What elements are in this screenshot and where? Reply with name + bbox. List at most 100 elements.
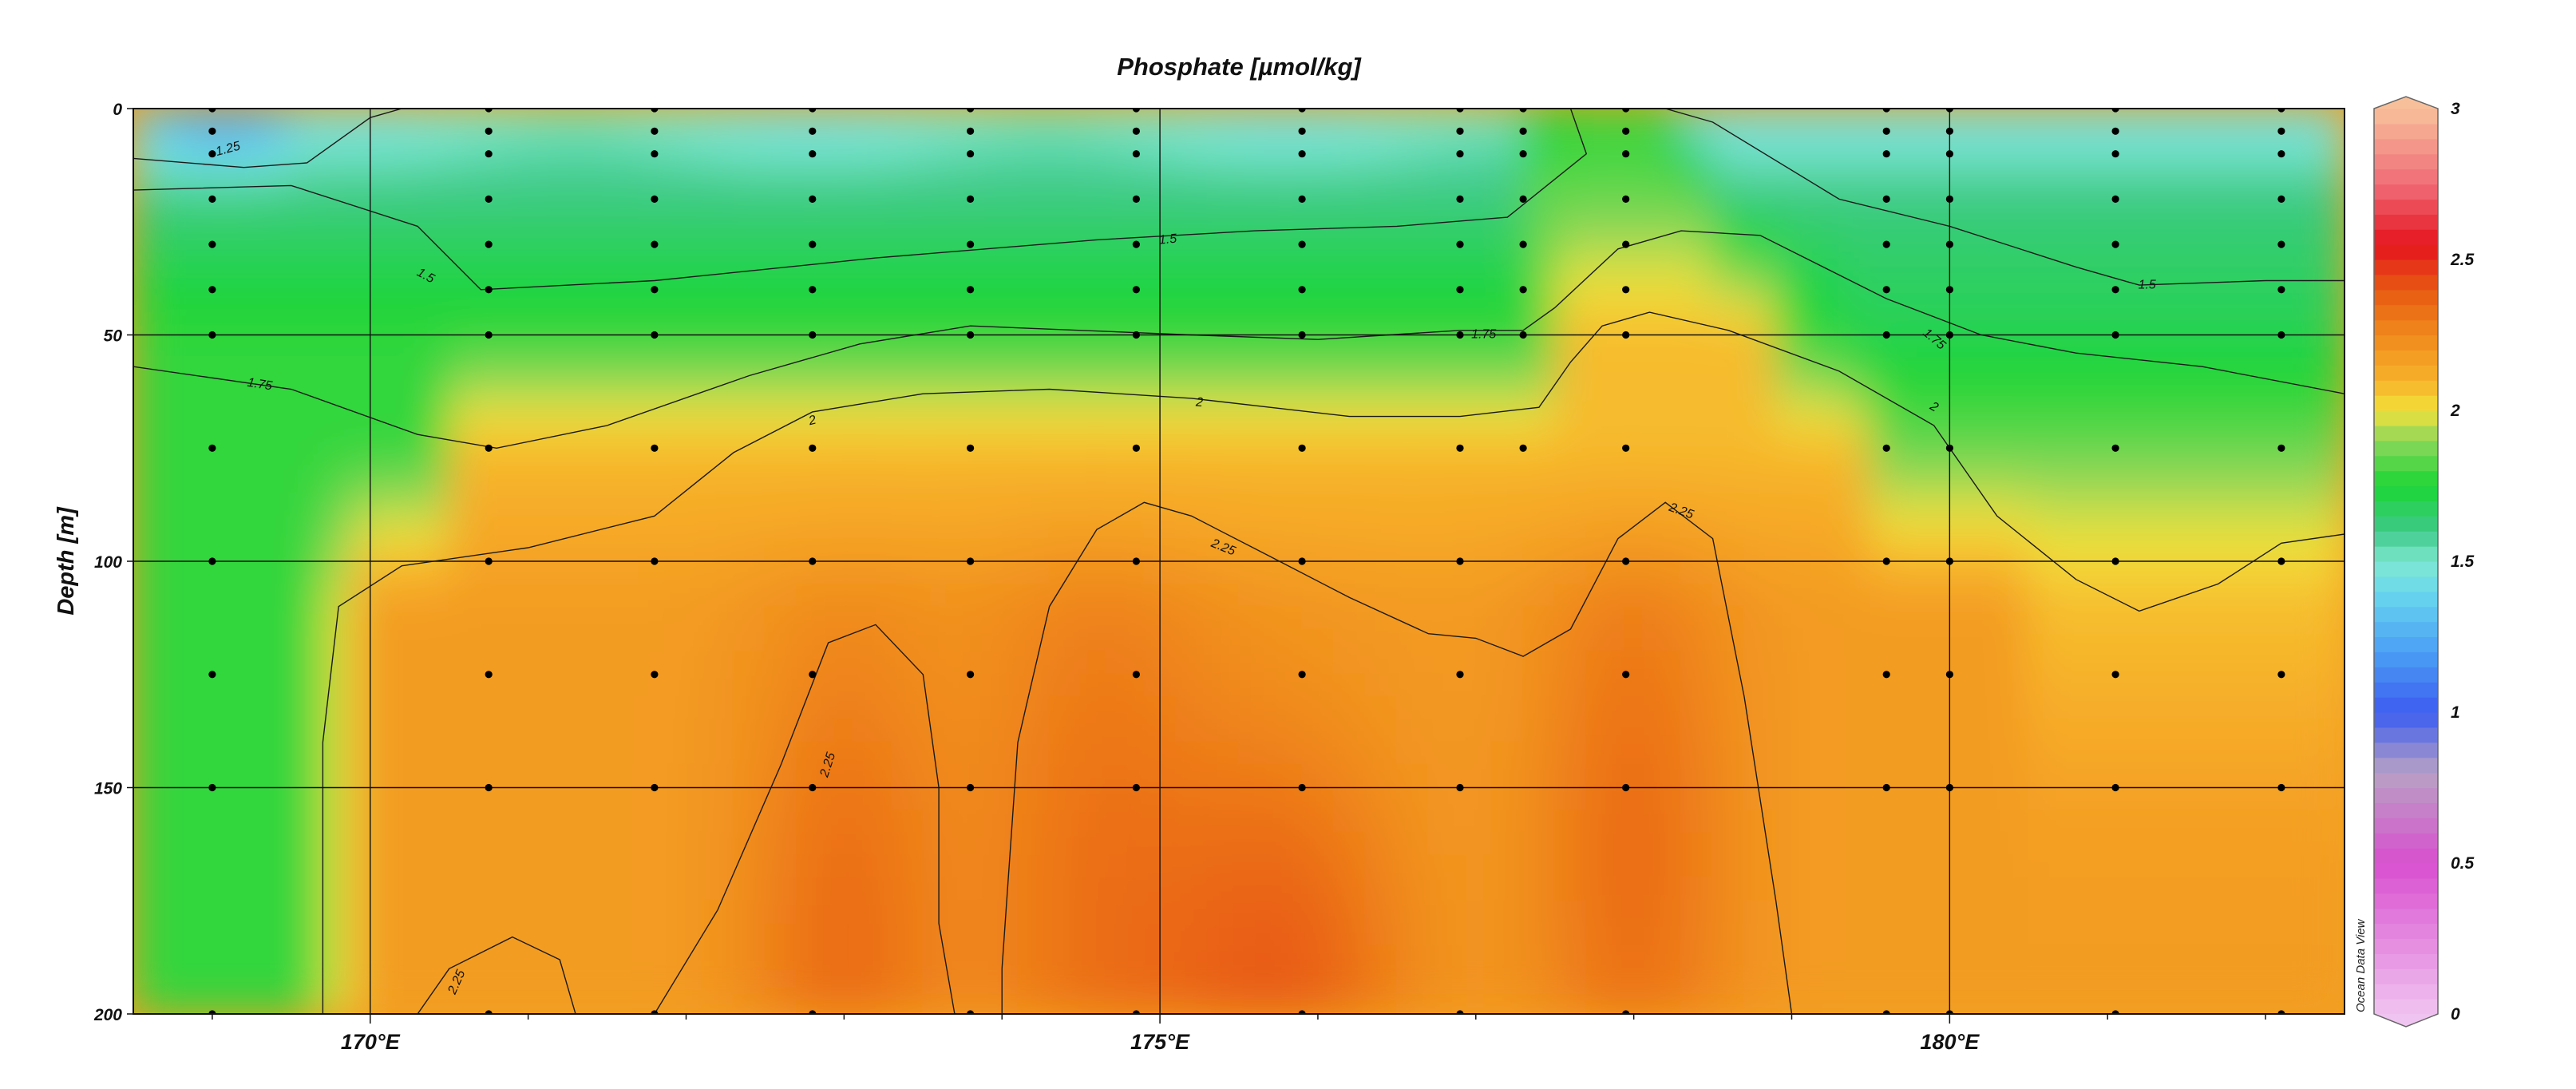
field-cell (1806, 560, 1840, 585)
field-cell (480, 900, 513, 925)
field-cell (1048, 900, 1082, 925)
field-cell (417, 696, 450, 721)
field-cell (227, 424, 261, 449)
field-cell (1901, 832, 1935, 857)
field-cell (827, 402, 861, 426)
field-cell (1616, 379, 1651, 404)
field-cell (1301, 152, 1335, 178)
field-cell (1174, 741, 1209, 766)
field-cell (2186, 968, 2219, 992)
field-cell (543, 379, 576, 404)
field-cell (2059, 198, 2093, 223)
field-cell (227, 109, 261, 133)
field-cell (448, 877, 482, 902)
field-cell (480, 198, 513, 223)
field-cell (385, 447, 419, 472)
field-cell (669, 651, 703, 675)
field-cell (133, 402, 166, 426)
field-cell (385, 244, 419, 268)
field-cell (164, 809, 198, 834)
field-cell (1680, 900, 1714, 925)
field-cell (1648, 922, 1682, 947)
field-cell (2249, 220, 2282, 246)
field-cell (2028, 786, 2061, 811)
field-cell (1680, 719, 1714, 743)
field-cell (543, 220, 576, 246)
field-cell (2280, 651, 2314, 675)
field-cell (1838, 968, 1872, 992)
field-cell (1585, 356, 1619, 382)
field-cell (1459, 922, 1493, 947)
field-cell (701, 402, 734, 426)
field-cell (385, 854, 419, 879)
field-cell (227, 288, 261, 314)
field-cell (890, 447, 924, 472)
field-cell (322, 109, 355, 133)
field-cell (1996, 130, 2030, 155)
field-cell (1838, 809, 1872, 834)
field-cell (448, 288, 482, 314)
field-cell (290, 288, 324, 314)
field-cell (133, 424, 166, 449)
field-cell (2123, 628, 2156, 653)
field-cell (2123, 651, 2156, 675)
field-cell (922, 741, 956, 766)
field-cell (259, 651, 292, 675)
field-cell (985, 877, 1019, 902)
field-cell (1301, 832, 1335, 857)
field-cell (953, 356, 987, 382)
field-cell (985, 469, 1019, 494)
contour-line (133, 109, 402, 168)
field-cell (1459, 990, 1493, 1014)
field-cell (890, 832, 924, 857)
field-cell (385, 922, 419, 947)
field-cell (196, 990, 229, 1014)
field-cell (1490, 356, 1525, 382)
field-cell (1553, 379, 1588, 404)
field-cell (133, 469, 166, 494)
field-cell (1996, 288, 2030, 314)
field-cell (575, 560, 608, 585)
sample-point (2277, 331, 2285, 339)
field-cell (1838, 651, 1872, 675)
field-cell (417, 719, 450, 743)
field-cell (1490, 130, 1525, 155)
field-cell (985, 741, 1019, 766)
field-cell (2312, 109, 2345, 133)
field-cell (922, 492, 956, 517)
field-cell (953, 492, 987, 517)
field-cell (606, 832, 640, 857)
field-cell (575, 130, 608, 155)
field-cell (133, 334, 166, 358)
field-cell (448, 719, 482, 743)
field-cell (1870, 832, 1903, 857)
field-cell (1364, 651, 1398, 675)
field-cell (2028, 176, 2061, 200)
field-cell (2154, 877, 2188, 902)
contour-label: 1.75 (247, 376, 274, 394)
sample-point (1945, 240, 1953, 248)
field-cell (322, 424, 355, 449)
field-cell (2091, 560, 2124, 585)
field-cell (1490, 311, 1525, 336)
field-cell (1775, 809, 1809, 834)
field-cell (1996, 198, 2030, 223)
field-cell (164, 854, 198, 879)
field-cell (1775, 402, 1809, 426)
field-cell (2091, 944, 2124, 970)
field-cell (1427, 356, 1461, 382)
sample-point (809, 240, 817, 248)
field-cell (764, 628, 797, 653)
field-cell (1206, 832, 1240, 857)
field-cell (385, 696, 419, 721)
field-cell (448, 469, 482, 494)
field-cell (385, 266, 419, 291)
sample-point (1882, 671, 1890, 679)
sample-point (967, 240, 975, 248)
field-cell (259, 469, 292, 494)
field-cell (796, 922, 829, 947)
field-cell (1585, 515, 1619, 540)
field-cell (922, 628, 956, 653)
colorbar-ticks: 00.511.522.53 (2450, 100, 2475, 1024)
field-cell (2059, 900, 2093, 925)
